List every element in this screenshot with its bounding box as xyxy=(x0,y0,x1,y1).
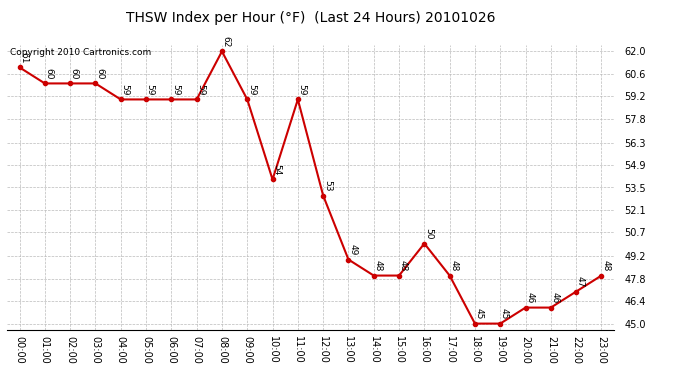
Text: 48: 48 xyxy=(373,260,382,272)
Text: 59: 59 xyxy=(146,84,155,95)
Text: 60: 60 xyxy=(95,68,104,79)
Text: 59: 59 xyxy=(171,84,180,95)
Text: 48: 48 xyxy=(399,260,408,272)
Text: 59: 59 xyxy=(197,84,206,95)
Text: 59: 59 xyxy=(297,84,306,95)
Text: 50: 50 xyxy=(424,228,433,239)
Text: 59: 59 xyxy=(121,84,130,95)
Text: 45: 45 xyxy=(500,308,509,320)
Text: 45: 45 xyxy=(475,308,484,320)
Text: Copyright 2010 Cartronics.com: Copyright 2010 Cartronics.com xyxy=(10,48,151,57)
Text: 48: 48 xyxy=(601,260,610,272)
Text: 53: 53 xyxy=(323,180,332,191)
Text: 54: 54 xyxy=(273,164,282,176)
Text: 59: 59 xyxy=(247,84,256,95)
Text: 46: 46 xyxy=(525,292,534,303)
Text: 60: 60 xyxy=(45,68,54,79)
Text: 49: 49 xyxy=(348,244,357,255)
Text: 60: 60 xyxy=(70,68,79,79)
Text: 48: 48 xyxy=(449,260,458,272)
Text: 62: 62 xyxy=(221,36,230,47)
Text: THSW Index per Hour (°F)  (Last 24 Hours) 20101026: THSW Index per Hour (°F) (Last 24 Hours)… xyxy=(126,11,495,25)
Text: 61: 61 xyxy=(19,52,28,63)
Text: 47: 47 xyxy=(576,276,585,287)
Text: 46: 46 xyxy=(551,292,560,303)
